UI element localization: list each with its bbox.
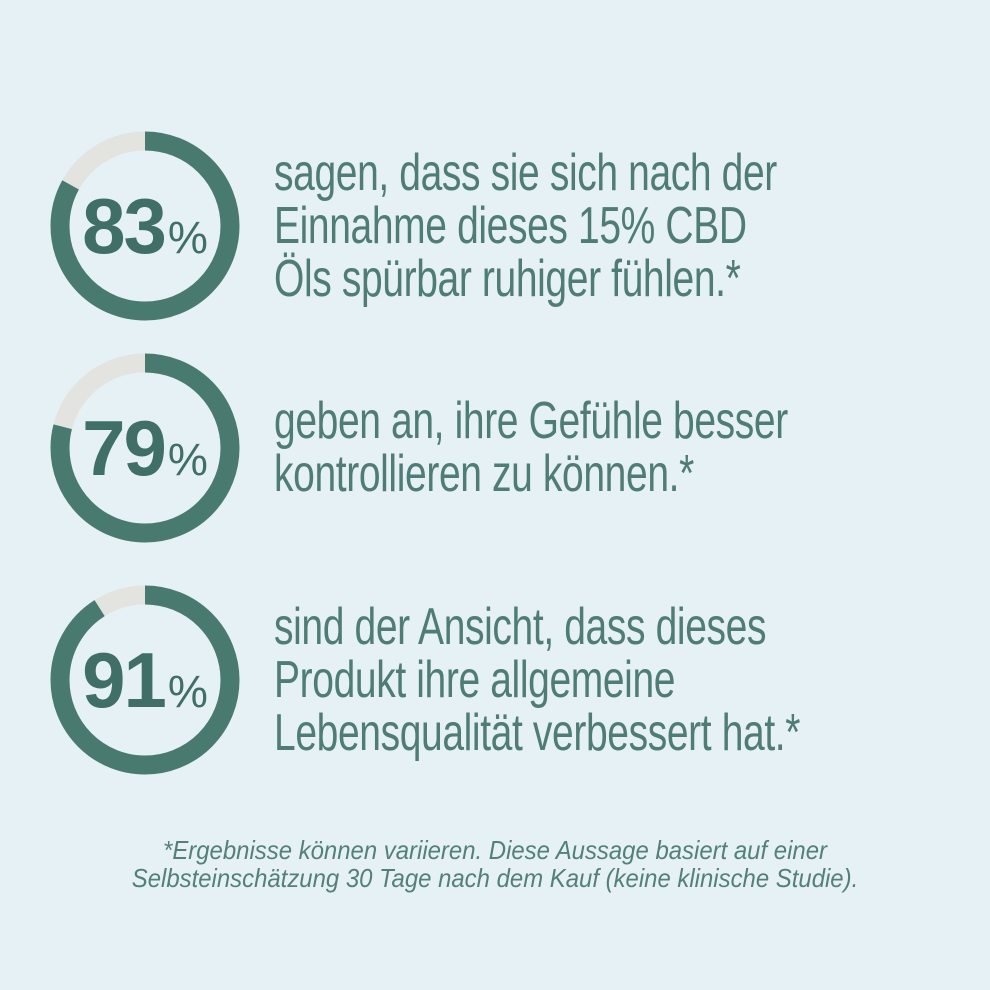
percent-value: 79 <box>82 404 167 492</box>
ring-arc <box>50 353 240 543</box>
percent-sign: % <box>167 434 208 485</box>
donut-ring-svg <box>50 353 240 543</box>
ring-label: 79 % <box>50 353 240 543</box>
footnote: *Ergebnisse können variieren. Diese Auss… <box>40 836 951 892</box>
stat-text-79: geben an, ihre Gefühle besser kontrollie… <box>274 395 788 501</box>
stat-text-line: Produkt ihre allgemeine <box>274 650 676 709</box>
donut-ring-83: 83 % <box>50 131 240 321</box>
footnote-line: Selbsteinschätzung 30 Tage nach dem Kauf… <box>131 863 859 893</box>
stat-text-line: sind der Ansicht, dass dieses <box>274 597 767 656</box>
ring-arc <box>50 585 240 775</box>
donut-ring-79: 79 % <box>50 353 240 543</box>
donut-ring-svg <box>50 131 240 321</box>
footnote-line: *Ergebnisse können variieren. Diese Auss… <box>163 835 827 865</box>
stat-text-line: Öls spürbar ruhiger fühlen.* <box>274 249 741 308</box>
stat-text-91: sind der Ansicht, dass dieses Produkt ih… <box>274 597 801 762</box>
stat-text-83: sagen, dass sie sich nach der Einnahme d… <box>274 143 777 308</box>
stat-text-line: sagen, dass sie sich nach der <box>274 143 777 202</box>
stat-text-line: kontrollieren zu können.* <box>274 445 694 503</box>
ring-arc <box>50 131 240 321</box>
donut-ring-91: 91 % <box>50 585 240 775</box>
percent-value: 91 <box>82 636 167 724</box>
percent-value: 83 <box>82 182 167 270</box>
stat-text-line: Lebensqualität verbessert hat.* <box>274 703 801 762</box>
ring-label: 91 % <box>50 585 240 775</box>
donut-ring-svg <box>50 585 240 775</box>
stat-row-79: 79 % geben an, ihre Gefühle besser kontr… <box>50 353 959 543</box>
stat-row-83: 83 % sagen, dass sie sich nach der Einna… <box>50 131 945 321</box>
stat-text-line: geben an, ihre Gefühle besser <box>274 392 788 450</box>
stat-text-line: Einnahme dieses 15% CBD <box>274 196 747 255</box>
percent-sign: % <box>167 666 208 717</box>
percent-sign: % <box>167 212 208 263</box>
stat-row-91: 91 % sind der Ansicht, dass dieses Produ… <box>50 585 975 775</box>
ring-label: 83 % <box>50 131 240 321</box>
